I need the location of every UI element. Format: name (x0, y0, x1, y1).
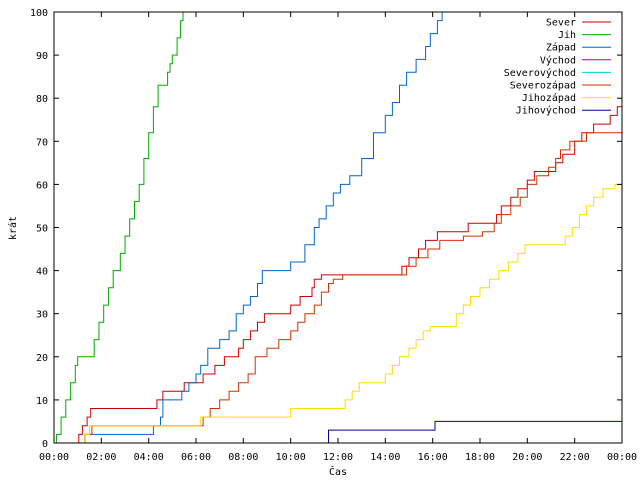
y-tick-label: 40 (36, 267, 48, 278)
series-layer (54, 12, 623, 444)
x-tick-label: 00:00 (39, 452, 69, 463)
series-line-7 (54, 180, 623, 444)
y-tick-label: 50 (36, 224, 48, 235)
x-tick-label: 04:00 (134, 452, 164, 463)
legend-label: Jih (558, 30, 576, 41)
y-tick-label: 70 (36, 137, 48, 148)
y-tick-label: 30 (36, 310, 48, 321)
plot-frame (53, 11, 623, 444)
x-tick-label: 16:00 (418, 452, 448, 463)
ticks-layer: 0 10 20 30 40 50 60 70 80 90 100 00:00 02:00 04:00 06:… (30, 8, 637, 463)
series-line-1 (54, 98, 623, 444)
x-tick-label: 18:00 (465, 452, 495, 463)
x-tick-label: 10:00 (276, 452, 306, 463)
x-tick-label: 12:00 (323, 452, 353, 463)
y-tick-label: 0 (42, 439, 48, 450)
x-tick-label: 00:00 (607, 452, 637, 463)
x-tick-label: 14:00 (370, 452, 400, 463)
y-tick-label: 10 (36, 396, 48, 407)
legend-label: Sever (546, 18, 576, 29)
legend-label: Východ (540, 54, 576, 66)
x-axis-title: Čas (329, 465, 347, 478)
y-axis-title: krát (7, 216, 19, 240)
x-tick-label: 20:00 (512, 452, 542, 463)
series-line-2 (54, 12, 184, 444)
legend-label: Severozápad (510, 80, 576, 92)
y-tick-label: 20 (36, 353, 48, 364)
x-tick-label: 02:00 (86, 452, 116, 463)
y-tick-label: 100 (30, 8, 48, 19)
legend-label: Severovýchod (504, 67, 576, 79)
y-tick-label: 60 (36, 180, 48, 191)
series-line-3 (54, 12, 443, 444)
y-tick-label: 80 (36, 94, 48, 105)
y-tick-label: 90 (36, 51, 48, 62)
legend-label: Západ (546, 42, 576, 54)
x-tick-label: 06:00 (181, 452, 211, 463)
series-line-6 (54, 128, 623, 444)
x-tick-label: 08:00 (228, 452, 258, 463)
legend-label: Jihozápad (522, 92, 576, 104)
legend: SeverJihZápadVýchodSeverovýchodSeverozáp… (504, 18, 611, 117)
x-tick-label: 22:00 (560, 452, 590, 463)
legend-label: Jihovýchod (516, 105, 576, 117)
